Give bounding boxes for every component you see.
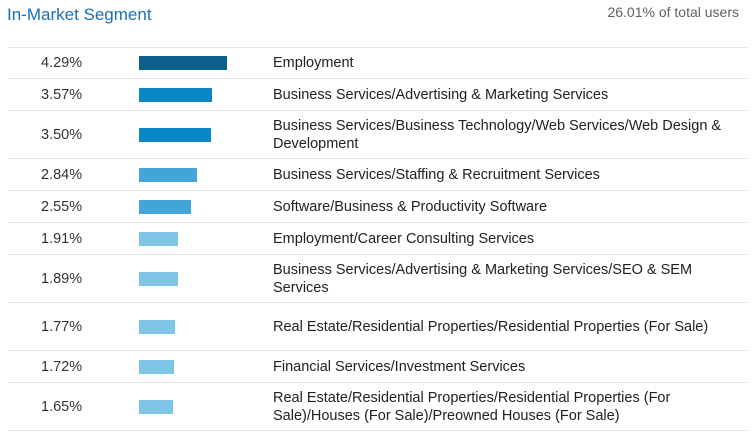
list-item[interactable]: 1.89% Business Services/Advertising & Mar… bbox=[8, 255, 748, 303]
segment-label: Real Estate/Residential Properties/Resid… bbox=[273, 389, 671, 424]
segment-percent: 1.65% bbox=[41, 398, 83, 415]
segment-percent: 3.57% bbox=[41, 86, 83, 103]
segment-percent: 1.89% bbox=[41, 270, 83, 287]
segment-percent: 1.91% bbox=[41, 230, 83, 247]
list-item[interactable]: 2.84% Business Services/Staffing & Recrui… bbox=[8, 159, 748, 191]
segment-label: Software/Business & Productivity Softwar… bbox=[273, 198, 548, 215]
segment-bar bbox=[139, 271, 178, 286]
segment-bar bbox=[139, 87, 212, 102]
widget-title: In-Market Segment bbox=[7, 5, 152, 24]
segment-percent: 1.77% bbox=[41, 318, 83, 335]
segment-label: Real Estate/Residential Properties/Resid… bbox=[273, 318, 709, 335]
segment-label: Business Services/Advertising & Marketin… bbox=[273, 86, 609, 103]
segment-bar bbox=[139, 399, 173, 414]
segment-label: Business Services/Advertising & Marketin… bbox=[273, 261, 693, 296]
list-item[interactable]: 2.55% Software/Business & Productivity So… bbox=[8, 191, 748, 223]
list-item[interactable]: 4.29% Employment bbox=[8, 47, 748, 79]
segment-percent: 3.50% bbox=[41, 126, 83, 143]
segment-label: Employment/Career Consulting Services bbox=[273, 230, 535, 247]
segment-bar bbox=[139, 56, 227, 70]
segment-bar bbox=[139, 199, 191, 214]
segment-bar bbox=[139, 319, 175, 334]
segment-bar bbox=[139, 359, 174, 374]
segment-bar bbox=[139, 231, 178, 246]
list-item[interactable]: 3.57% Business Services/Advertising & Mar… bbox=[8, 79, 748, 111]
segment-label: Business Services/Business Technology/We… bbox=[273, 117, 722, 152]
list-item[interactable]: 1.65% Real Estate/Residential Properties/… bbox=[8, 383, 748, 431]
segment-bar bbox=[139, 167, 197, 182]
list-item[interactable]: 3.50% Business Services/Business Technolo… bbox=[8, 111, 748, 159]
total-users-summary: 26.01% of total users bbox=[607, 4, 739, 20]
widget-header: In-Market Segment 26.01% of total users bbox=[0, 0, 754, 46]
segment-percent: 2.55% bbox=[41, 198, 83, 215]
list-item[interactable]: 1.91% Employment/Career Consulting Servic… bbox=[8, 223, 748, 255]
segment-list: 4.29% Employment 3.57% Business Services/Ad… bbox=[8, 47, 748, 431]
segment-label: Employment bbox=[273, 55, 354, 71]
list-item[interactable]: 1.77% Real Estate/Residential Properties/… bbox=[8, 303, 748, 351]
segment-percent: 1.72% bbox=[41, 358, 83, 375]
segment-label: Financial Services/Investment Services bbox=[273, 358, 526, 375]
segment-percent: 4.29% bbox=[41, 55, 83, 71]
segment-label: Business Services/Staffing & Recruitment… bbox=[273, 166, 600, 183]
segment-bar bbox=[139, 127, 211, 142]
list-item[interactable]: 1.72% Financial Services/Investment Servi… bbox=[8, 351, 748, 383]
segment-percent: 2.84% bbox=[41, 166, 83, 183]
